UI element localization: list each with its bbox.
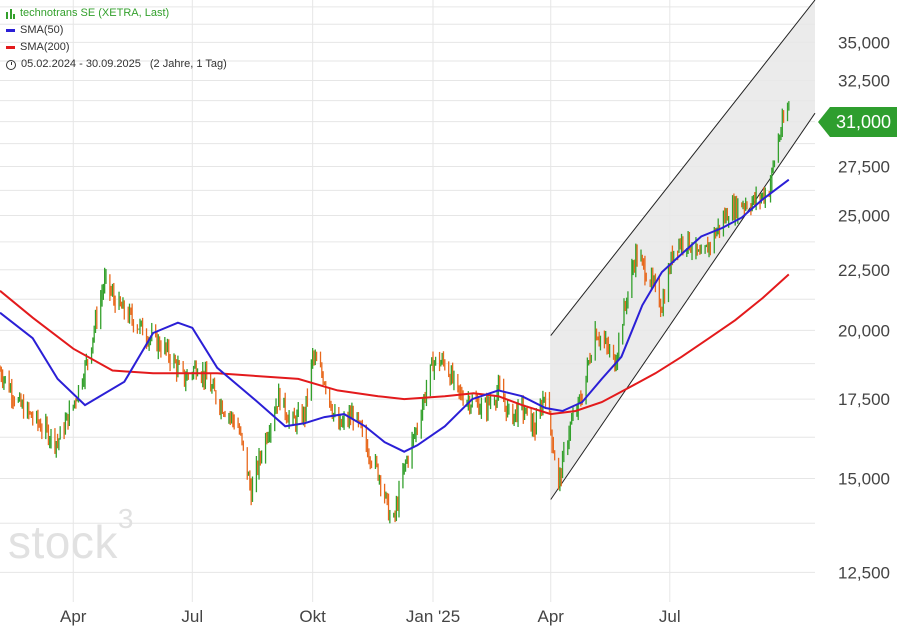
y-tick-label: 25,000 xyxy=(838,207,890,226)
y-tick-label: 35,000 xyxy=(838,33,890,52)
x-tick-label: Apr xyxy=(60,607,87,626)
legend-sma50-label: SMA(50) xyxy=(20,24,64,36)
x-tick-label: Jul xyxy=(181,607,203,626)
y-tick-label: 17,500 xyxy=(838,390,890,409)
legend-sma200-label: SMA(200) xyxy=(20,41,70,53)
legend-item-sma200[interactable]: SMA(200) xyxy=(6,39,227,56)
legend-item-period[interactable]: 05.02.2024 - 30.09.2025 (2 Jahre, 1 Tag) xyxy=(6,56,227,73)
sma50-swatch xyxy=(6,29,15,32)
y-tick-label: 12,500 xyxy=(838,563,890,582)
last-price-marker xyxy=(818,107,897,137)
x-tick-label: Okt xyxy=(299,607,326,626)
stock3-logo: stock3 xyxy=(8,502,134,568)
sma50-line xyxy=(0,178,790,453)
x-tick-label: Jul xyxy=(659,607,681,626)
x-tick-label: Jan '25 xyxy=(406,607,460,626)
x-axis: Apr Jul Okt Jan '25 Apr Jul xyxy=(60,607,681,626)
sma200-swatch xyxy=(6,46,15,49)
ohlc-icon xyxy=(6,8,15,19)
legend-interval-label: (2 Jahre, 1 Tag) xyxy=(149,58,227,70)
last-price-value: 31,000 xyxy=(835,112,892,132)
clock-icon xyxy=(6,59,16,70)
last-price-label: 31,000 xyxy=(818,107,897,137)
y-axis: 12,500 15,000 17,500 20,000 22,500 25,000 27,5… xyxy=(838,33,890,582)
legend-period-label: 05.02.2024 - 30.09.2025 xyxy=(21,58,141,70)
x-tick-label: Apr xyxy=(538,607,565,626)
trend-channel-upper-line xyxy=(550,0,816,336)
legend-item-instrument[interactable]: technotrans SE (XETRA, Last) xyxy=(6,5,227,22)
legend: technotrans SE (XETRA, Last) SMA(50) SMA… xyxy=(6,5,227,73)
price-bars xyxy=(0,101,790,524)
legend-instrument-label: technotrans SE (XETRA, Last) xyxy=(20,7,170,19)
legend-item-sma50[interactable]: SMA(50) xyxy=(6,22,227,39)
y-tick-label: 32,500 xyxy=(838,71,890,90)
y-tick-label: 20,000 xyxy=(838,321,890,340)
y-tick-label: 27,500 xyxy=(838,157,890,176)
sma200-line xyxy=(0,273,790,416)
y-tick-label: 15,000 xyxy=(838,469,890,488)
y-tick-label: 22,500 xyxy=(838,261,890,280)
